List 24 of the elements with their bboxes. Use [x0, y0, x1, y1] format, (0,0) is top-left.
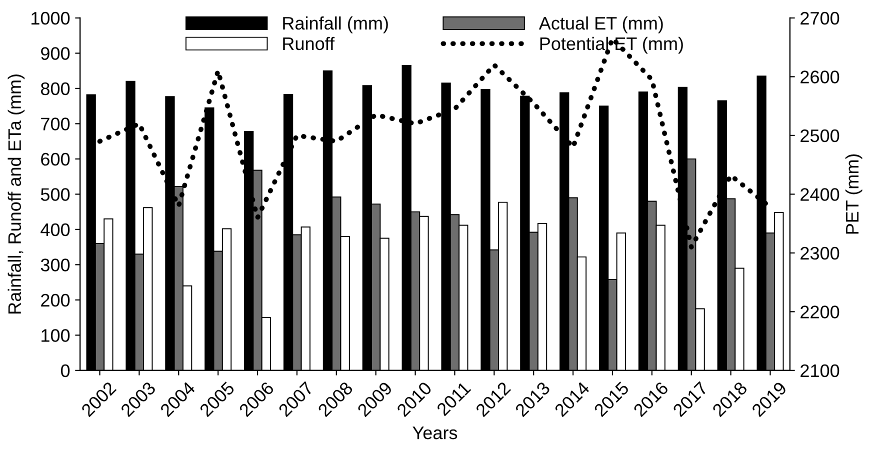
y2-tick-label: 2100	[800, 364, 840, 378]
y-tick-label: 1000	[32, 12, 70, 25]
y2-axis-title: PET (mm)	[845, 154, 862, 234]
legend-label: Runoff	[283, 36, 335, 50]
y2-tick-label: 2200	[800, 306, 840, 318]
y2-tick-label: 2700	[800, 12, 840, 25]
y-tick-label: 800	[40, 82, 70, 96]
legend-label: Actual ET (mm)	[538, 16, 663, 34]
y-tick-label: 600	[41, 152, 70, 166]
y-tick-label: 500	[40, 188, 70, 201]
legend-label: Rainfall (mm)	[283, 16, 388, 34]
x-axis-title: Years	[412, 426, 458, 440]
y-tick-label: 100	[42, 329, 70, 342]
y-tick-label: 400	[40, 223, 70, 236]
y2-tick-label: 2600	[800, 70, 840, 84]
y-tick-label: 0	[60, 364, 70, 378]
y-tick-label: 700	[41, 118, 70, 130]
y2-tick-label: 2300	[800, 246, 840, 260]
y-tick-label: 200	[41, 294, 70, 307]
y2-tick-label: 2400	[800, 188, 840, 201]
y-axis-title: Rainfall, Runoff and ETa (mm)	[8, 74, 25, 314]
y-tick-label: 300	[40, 258, 70, 272]
y2-tick-label: 2500	[800, 129, 840, 142]
y-tick-label: 900	[41, 47, 70, 60]
